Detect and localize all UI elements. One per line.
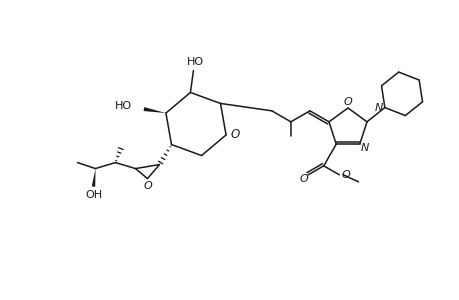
- Text: O: O: [299, 174, 308, 184]
- Polygon shape: [143, 107, 166, 113]
- Text: O: O: [230, 128, 239, 141]
- Text: HO: HO: [115, 101, 132, 111]
- Text: N: N: [360, 143, 368, 153]
- Text: O: O: [143, 181, 151, 190]
- Text: O: O: [341, 170, 350, 180]
- Text: OH: OH: [85, 190, 102, 200]
- Text: O: O: [343, 97, 352, 107]
- Text: HO: HO: [186, 58, 203, 68]
- Text: N: N: [374, 103, 382, 112]
- Polygon shape: [91, 169, 95, 187]
